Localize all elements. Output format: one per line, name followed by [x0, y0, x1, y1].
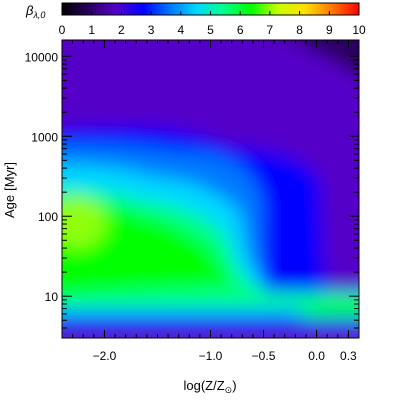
y-tick-label: 1000 [31, 130, 58, 144]
colorbar-tick-label: 0 [59, 23, 66, 37]
y-axis: 10 100 1000 10000 [25, 50, 359, 339]
heatmap-field [62, 40, 359, 338]
y-axis-label: Age [Myr] [2, 162, 17, 218]
y-tick-label: 10 [45, 290, 59, 304]
x-axis: −2.0 −1.0 −0.5 0.0 0.3 [61, 40, 360, 363]
y-tick-label: 100 [38, 210, 58, 224]
colorbar-tick-label: 9 [326, 23, 333, 37]
colorbar-tick-label: 10 [352, 23, 366, 37]
colorbar-gradient [62, 3, 359, 15]
colorbar-tick-label: 1 [88, 23, 95, 37]
y-tick-label: 10000 [25, 50, 59, 64]
colorbar-label-sub: λ,0 [32, 10, 45, 20]
x-axis-label: log(Z/Z⊙) [183, 378, 236, 395]
x-axis-label-sub: ⊙ [225, 385, 233, 395]
y-axis-label-text: Age [2, 195, 17, 218]
colorbar-tick-label: 8 [296, 23, 303, 37]
x-tick-label: 0.0 [308, 349, 325, 363]
x-tick-label: 0.3 [340, 349, 357, 363]
colorbar-tick-label: 7 [267, 23, 274, 37]
colorbar-tick-label: 3 [148, 23, 155, 37]
x-axis-label-prefix: log(Z/Z [183, 378, 224, 393]
y-axis-label-unit: [Myr] [2, 162, 17, 191]
x-tick-label: −1.0 [199, 349, 223, 363]
x-tick-label: −0.5 [252, 349, 276, 363]
colorbar-label-main: β [25, 3, 34, 18]
colorbar-tick-label: 2 [118, 23, 125, 37]
band-lightblue [62, 308, 300, 318]
colorbar-tick-label: 5 [207, 23, 214, 37]
colorbar-tick-label: 4 [177, 23, 184, 37]
x-axis-label-suffix: ) [232, 378, 236, 393]
colorbar-ticks: 0 1 2 3 4 5 6 7 8 9 10 [59, 11, 366, 37]
region-lime [62, 196, 106, 248]
region-darktop [293, 40, 359, 77]
colorbar-tick-label: 6 [237, 23, 244, 37]
colorbar: 0 1 2 3 4 5 6 7 8 9 10 βλ,0 [25, 2, 366, 37]
x-tick-label: −2.0 [93, 349, 117, 363]
heatmap-blurred-layer [62, 40, 359, 338]
colorbar-label: βλ,0 [25, 3, 45, 20]
